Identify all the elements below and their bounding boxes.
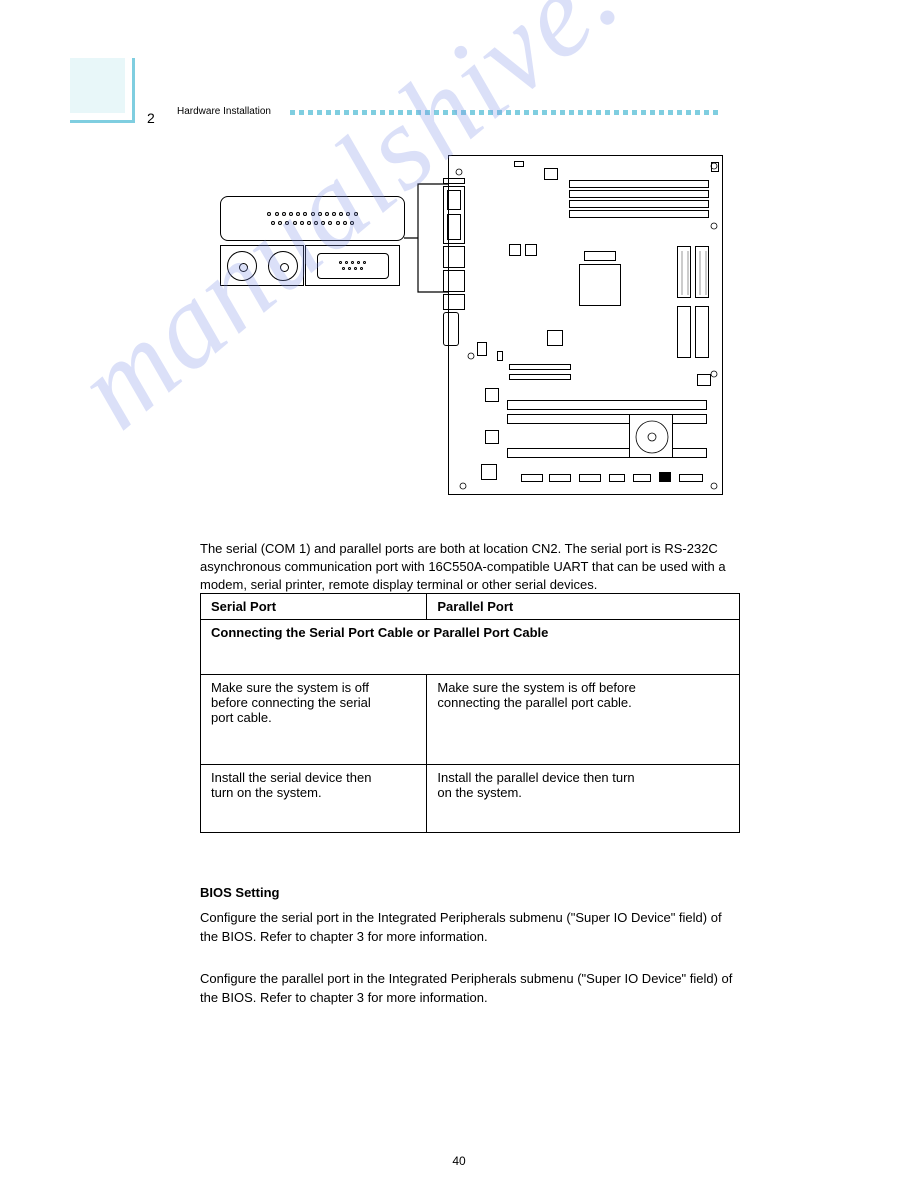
serial-port-drawing <box>305 245 400 286</box>
col-header-serial: Serial Port <box>201 594 427 620</box>
header-dots <box>290 110 718 115</box>
parallel-install-cell: Install the parallel device then turn on… <box>427 765 740 833</box>
parallel-port-drawing <box>220 196 405 241</box>
bios-parallel-text: Configure the parallel port in the Integ… <box>200 969 735 1008</box>
serial-off-cell: Make sure the system is off before conne… <box>201 675 427 765</box>
bios-section: BIOS Setting Configure the serial port i… <box>200 883 735 1008</box>
text-line: Install the parallel device then turn <box>437 770 729 785</box>
text-line: before connecting the serial <box>211 695 416 710</box>
ps2-jack <box>268 251 298 281</box>
page-number: 2 <box>147 110 155 126</box>
serial-install-cell: Install the serial device then turn on t… <box>201 765 427 833</box>
text-line: port cable. <box>211 710 416 725</box>
section-header: Connecting the Serial Port Cable or Para… <box>201 620 740 675</box>
body-paragraph: The serial (COM 1) and parallel ports ar… <box>200 540 735 595</box>
text-line: Make sure the system is off before <box>437 680 729 695</box>
page-footer: 40 <box>0 1154 918 1168</box>
spec-table: Serial Port Parallel Port Connecting the… <box>200 593 740 833</box>
text-line: turn on the system. <box>211 785 416 800</box>
text-line: Make sure the system is off <box>211 680 416 695</box>
corner-bracket <box>70 58 135 123</box>
col-header-parallel: Parallel Port <box>427 594 740 620</box>
chapter-label: Hardware Installation <box>177 106 271 117</box>
bios-heading: BIOS Setting <box>200 883 735 903</box>
ps2-port-group <box>220 245 304 286</box>
parallel-off-cell: Make sure the system is off before conne… <box>427 675 740 765</box>
bios-serial-text: Configure the serial port in the Integra… <box>200 908 735 947</box>
text-line: on the system. <box>437 785 729 800</box>
text-line: Install the serial device then <box>211 770 416 785</box>
port-connector-illustration <box>220 196 405 291</box>
text-line: connecting the parallel port cable. <box>437 695 729 710</box>
motherboard-diagram <box>448 155 723 495</box>
ps2-jack <box>227 251 257 281</box>
